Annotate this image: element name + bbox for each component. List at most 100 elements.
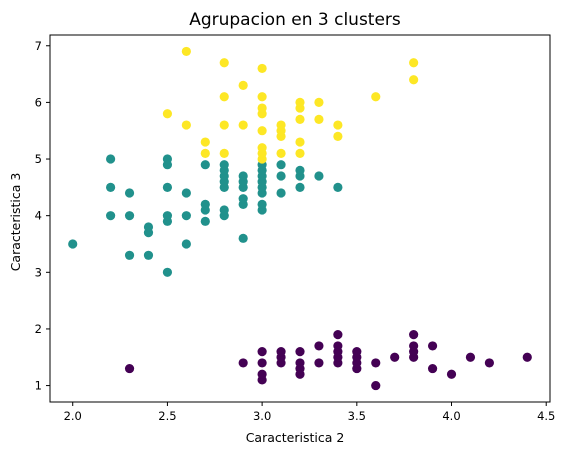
- data-point-cluster-2-5: [219, 148, 229, 158]
- x-tick-label: 3.5: [348, 409, 366, 423]
- data-point-cluster-1-2: [106, 182, 116, 192]
- data-point-cluster-0-13: [314, 358, 324, 368]
- data-point-cluster-1-10: [162, 267, 173, 277]
- data-point-cluster-0-12: [295, 346, 305, 357]
- data-point-cluster-1-1: [106, 211, 116, 221]
- data-point-cluster-1-44: [276, 188, 286, 198]
- data-point-cluster-2-23: [295, 148, 305, 158]
- data-point-cluster-1-12: [162, 211, 173, 221]
- data-point-cluster-0-23: [352, 346, 362, 357]
- x-axis-ticks: 2.0 2.5 3.0 3.5 4.0 4.5: [64, 402, 555, 423]
- data-point-cluster-1-6: [124, 188, 135, 198]
- data-point-cluster-0-31: [427, 363, 438, 374]
- data-point-cluster-2-8: [219, 58, 229, 68]
- data-point-cluster-1-49: [295, 165, 305, 175]
- data-point-cluster-1-5: [124, 211, 135, 221]
- data-point-cluster-0-3: [257, 369, 267, 379]
- data-point-cluster-1-3: [106, 154, 116, 164]
- data-point-cluster-1-17: [181, 211, 191, 221]
- data-point-cluster-2-16: [257, 103, 267, 113]
- data-point-cluster-1-4: [124, 250, 135, 260]
- data-point-cluster-1-29: [219, 160, 229, 170]
- x-tick-label: 4.5: [537, 409, 555, 423]
- data-point-cluster-1-0: [68, 239, 78, 249]
- data-point-cluster-0-19: [333, 330, 343, 340]
- data-point-cluster-0-26: [390, 352, 400, 362]
- y-tick-label: 1: [35, 379, 42, 393]
- data-point-cluster-2-17: [257, 92, 267, 102]
- data-point-cluster-2-0: [162, 109, 173, 119]
- data-point-cluster-0-11: [295, 358, 305, 368]
- x-axis-label: Caracteristica 2: [246, 430, 345, 445]
- data-point-cluster-2-31: [333, 120, 343, 130]
- y-axis-label: Caracteristica 3: [8, 173, 23, 272]
- data-point-cluster-1-32: [238, 194, 248, 204]
- data-point-cluster-0-32: [427, 341, 438, 351]
- chart-title: Agrupacion en 3 clusters: [189, 10, 401, 30]
- data-point-cluster-1-37: [257, 199, 267, 209]
- data-point-cluster-2-34: [409, 58, 419, 68]
- data-point-cluster-2-3: [200, 148, 210, 158]
- data-point-cluster-2-25: [295, 114, 305, 124]
- y-tick-label: 5: [35, 152, 42, 166]
- data-point-cluster-2-9: [238, 120, 248, 130]
- data-point-cluster-2-24: [295, 137, 305, 147]
- data-point-cluster-2-13: [257, 143, 267, 153]
- data-point-cluster-0-33: [446, 369, 457, 379]
- y-axis-ticks: 1 2 3 4 5 6 7: [35, 39, 50, 393]
- data-point-cluster-0-24: [371, 380, 381, 391]
- data-point-cluster-2-28: [314, 114, 324, 124]
- data-point-cluster-1-13: [162, 182, 173, 192]
- data-point-cluster-0-30: [409, 330, 419, 340]
- data-point-cluster-0-0: [124, 363, 135, 374]
- plot-area-frame: [49, 34, 551, 403]
- data-point-cluster-1-18: [181, 188, 191, 198]
- data-point-cluster-2-22: [276, 120, 286, 130]
- data-point-cluster-2-29: [314, 97, 324, 107]
- data-point-cluster-0-4: [257, 358, 267, 368]
- data-point-cluster-1-46: [276, 160, 286, 170]
- x-tick-label: 2.0: [64, 409, 82, 423]
- x-tick-label: 2.5: [158, 409, 176, 423]
- data-point-cluster-0-34: [465, 352, 476, 362]
- data-point-cluster-2-32: [371, 92, 381, 102]
- data-point-cluster-2-27: [295, 97, 305, 107]
- data-point-cluster-1-9: [143, 222, 154, 232]
- data-point-cluster-1-45: [276, 171, 286, 181]
- data-point-cluster-0-5: [257, 346, 267, 357]
- data-point-cluster-0-35: [484, 358, 494, 368]
- data-point-cluster-1-51: [333, 182, 343, 192]
- data-point-cluster-0-25: [371, 358, 381, 368]
- y-tick-label: 4: [35, 209, 42, 223]
- data-point-cluster-1-21: [200, 199, 210, 209]
- y-tick-label: 6: [35, 95, 42, 109]
- data-point-cluster-1-22: [200, 160, 210, 170]
- data-point-cluster-2-19: [276, 148, 286, 158]
- data-point-cluster-1-16: [181, 239, 191, 249]
- data-point-cluster-2-18: [257, 63, 267, 74]
- data-point-cluster-2-6: [219, 120, 229, 130]
- data-point-cluster-1-30: [238, 233, 248, 243]
- y-tick-label: 2: [35, 322, 42, 336]
- data-point-cluster-0-18: [333, 341, 343, 351]
- x-tick-label: 4.0: [442, 409, 460, 423]
- data-point-cluster-1-24: [219, 205, 229, 215]
- data-point-cluster-2-14: [257, 126, 267, 136]
- data-point-cluster-0-1: [238, 358, 248, 368]
- data-point-cluster-0-36: [522, 352, 532, 362]
- data-point-cluster-1-50: [314, 171, 324, 181]
- data-point-cluster-1-15: [162, 154, 173, 164]
- data-points: [68, 46, 532, 391]
- data-point-cluster-0-29: [409, 341, 419, 351]
- data-point-cluster-1-47: [295, 182, 305, 192]
- y-tick-label: 3: [35, 265, 42, 279]
- data-point-cluster-2-30: [333, 131, 343, 141]
- data-point-cluster-2-4: [200, 137, 210, 147]
- data-point-cluster-2-33: [409, 75, 419, 85]
- data-point-cluster-2-10: [238, 80, 248, 91]
- data-point-cluster-0-14: [314, 341, 324, 351]
- data-point-cluster-1-7: [143, 250, 154, 260]
- data-point-cluster-1-19: [200, 216, 210, 226]
- data-point-cluster-2-2: [181, 46, 191, 57]
